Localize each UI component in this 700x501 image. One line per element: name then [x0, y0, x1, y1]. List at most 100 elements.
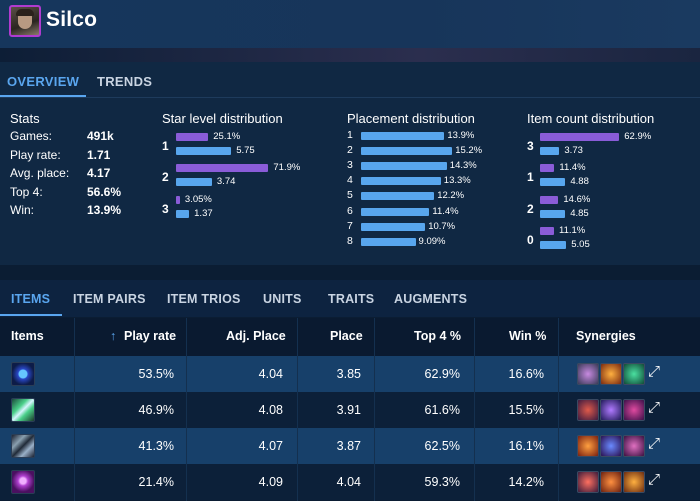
col-items[interactable]: Items — [11, 329, 44, 343]
header-banner — [0, 48, 700, 62]
champion-avatar — [9, 5, 41, 37]
blaze-emblem-icon[interactable] — [623, 471, 645, 493]
tab-trends[interactable]: TRENDS — [97, 74, 153, 89]
sort-ascending-icon[interactable]: ↑ — [110, 329, 117, 343]
crimson-emblem-icon[interactable] — [577, 399, 599, 421]
claw-item-icon[interactable] — [11, 434, 35, 458]
placement-label: 3 — [347, 159, 353, 171]
col-place[interactable]: Place — [330, 329, 363, 343]
stat-value: 4.17 — [87, 166, 111, 180]
crimson-emblem-icon[interactable] — [577, 471, 599, 493]
cell-play-rate: 41.3% — [138, 439, 174, 453]
blaze-emblem-icon[interactable] — [600, 363, 622, 385]
col-adj-place[interactable]: Adj. Place — [226, 329, 286, 343]
placement-label: 6 — [347, 205, 353, 217]
tab-items[interactable]: ITEMS — [11, 292, 51, 306]
placement-percent: 14.3% — [449, 160, 477, 171]
col-top4[interactable]: Top 4 % — [414, 329, 461, 343]
percent-label: 25.1% — [213, 131, 241, 142]
avg-place-bar — [176, 210, 190, 218]
placement-label: 7 — [347, 220, 353, 232]
placement-percent: 13.3% — [443, 175, 471, 186]
cell-top4: 62.5% — [424, 439, 460, 453]
cell-top4: 59.3% — [424, 475, 460, 489]
row-label: 1 — [527, 170, 534, 184]
tab-overview[interactable]: OVERVIEW — [7, 74, 80, 89]
row-label: 2 — [527, 202, 534, 216]
blade-item-icon[interactable] — [11, 398, 35, 422]
tab-overview-underline — [0, 95, 86, 97]
percent-label: 3.05% — [184, 194, 212, 205]
tab-units[interactable]: UNITS — [263, 292, 302, 306]
table-tabs-bar — [0, 280, 700, 317]
placement-label: 8 — [347, 235, 353, 247]
arcane-emblem-icon[interactable] — [600, 399, 622, 421]
col-win[interactable]: Win % — [509, 329, 547, 343]
avg-place-label: 1.37 — [194, 208, 213, 219]
row-label: 3 — [162, 202, 169, 216]
placement-label: 1 — [347, 129, 353, 141]
avg-place-bar — [176, 178, 212, 186]
cell-adj-place: 4.04 — [258, 367, 283, 381]
cell-top4: 62.9% — [424, 367, 460, 381]
placement-percent: 12.2% — [437, 190, 465, 201]
column-separator — [558, 318, 559, 501]
expand-icon[interactable]: ⤢ — [648, 363, 661, 380]
percent-bar — [540, 227, 554, 235]
tab-divider — [0, 97, 700, 98]
stat-value: 56.6% — [87, 185, 122, 199]
blaze-emblem-icon[interactable] — [600, 471, 622, 493]
tab-item-pairs[interactable]: ITEM PAIRS — [73, 292, 146, 306]
column-separator — [297, 318, 298, 501]
avg-place-label: 3.74 — [216, 176, 236, 187]
gem-item-icon[interactable] — [11, 470, 35, 494]
stat-label: Games: — [10, 129, 53, 143]
placement-bar — [361, 162, 447, 170]
percent-label: 62.9% — [624, 131, 652, 142]
placement-bar — [361, 208, 430, 216]
bulwark-emblem-icon[interactable] — [577, 363, 599, 385]
expand-icon[interactable]: ⤢ — [648, 471, 661, 488]
avg-place-label: 5.75 — [236, 145, 255, 156]
placement-bar — [361, 147, 453, 155]
tab-augments[interactable]: AUGMENTS — [394, 292, 468, 306]
col-synergies: Synergies — [576, 329, 636, 343]
placement-label: 2 — [347, 144, 353, 156]
column-separator — [474, 318, 475, 501]
row-label: 0 — [527, 233, 534, 247]
cell-win: 16.6% — [508, 367, 544, 381]
cell-adj-place: 4.09 — [258, 475, 283, 489]
tab-items-underline — [0, 314, 62, 316]
jade-emblem-icon[interactable] — [623, 363, 645, 385]
percent-label: 11.1% — [558, 225, 586, 236]
placement-bar — [361, 238, 416, 246]
percent-label: 11.4% — [559, 162, 586, 173]
cell-play-rate: 46.9% — [138, 403, 174, 417]
avg-place-bar — [176, 147, 232, 155]
col-play-rate[interactable]: Play rate — [124, 329, 177, 343]
cell-play-rate: 53.5% — [138, 367, 174, 381]
placement-bar — [361, 192, 435, 200]
blaze-emblem-icon[interactable] — [577, 435, 599, 457]
placement-percent: 15.2% — [455, 145, 483, 156]
placement-percent: 9.09% — [418, 236, 446, 247]
placement-label: 5 — [347, 189, 353, 201]
expand-icon[interactable]: ⤢ — [648, 399, 661, 416]
placement-percent: 10.7% — [428, 221, 456, 232]
avg-place-bar — [540, 210, 566, 218]
cell-place: 3.87 — [336, 439, 361, 453]
tab-item-trios[interactable]: ITEM TRIOS — [167, 292, 241, 306]
column-separator — [374, 318, 375, 501]
orb-item-icon[interactable] — [11, 362, 35, 386]
row-label: 1 — [162, 139, 169, 153]
placement-label: 4 — [347, 174, 353, 186]
percent-bar — [540, 164, 555, 172]
arcane-emblem-icon[interactable] — [600, 435, 622, 457]
tab-traits[interactable]: TRAITS — [328, 292, 375, 306]
magenta-emblem-icon[interactable] — [623, 399, 645, 421]
expand-icon[interactable]: ⤢ — [648, 435, 661, 452]
magenta-emblem-icon[interactable] — [623, 435, 645, 457]
percent-bar — [176, 164, 269, 172]
star-level-title: Star level distribution — [162, 111, 283, 126]
stat-value: 1.71 — [87, 148, 111, 162]
